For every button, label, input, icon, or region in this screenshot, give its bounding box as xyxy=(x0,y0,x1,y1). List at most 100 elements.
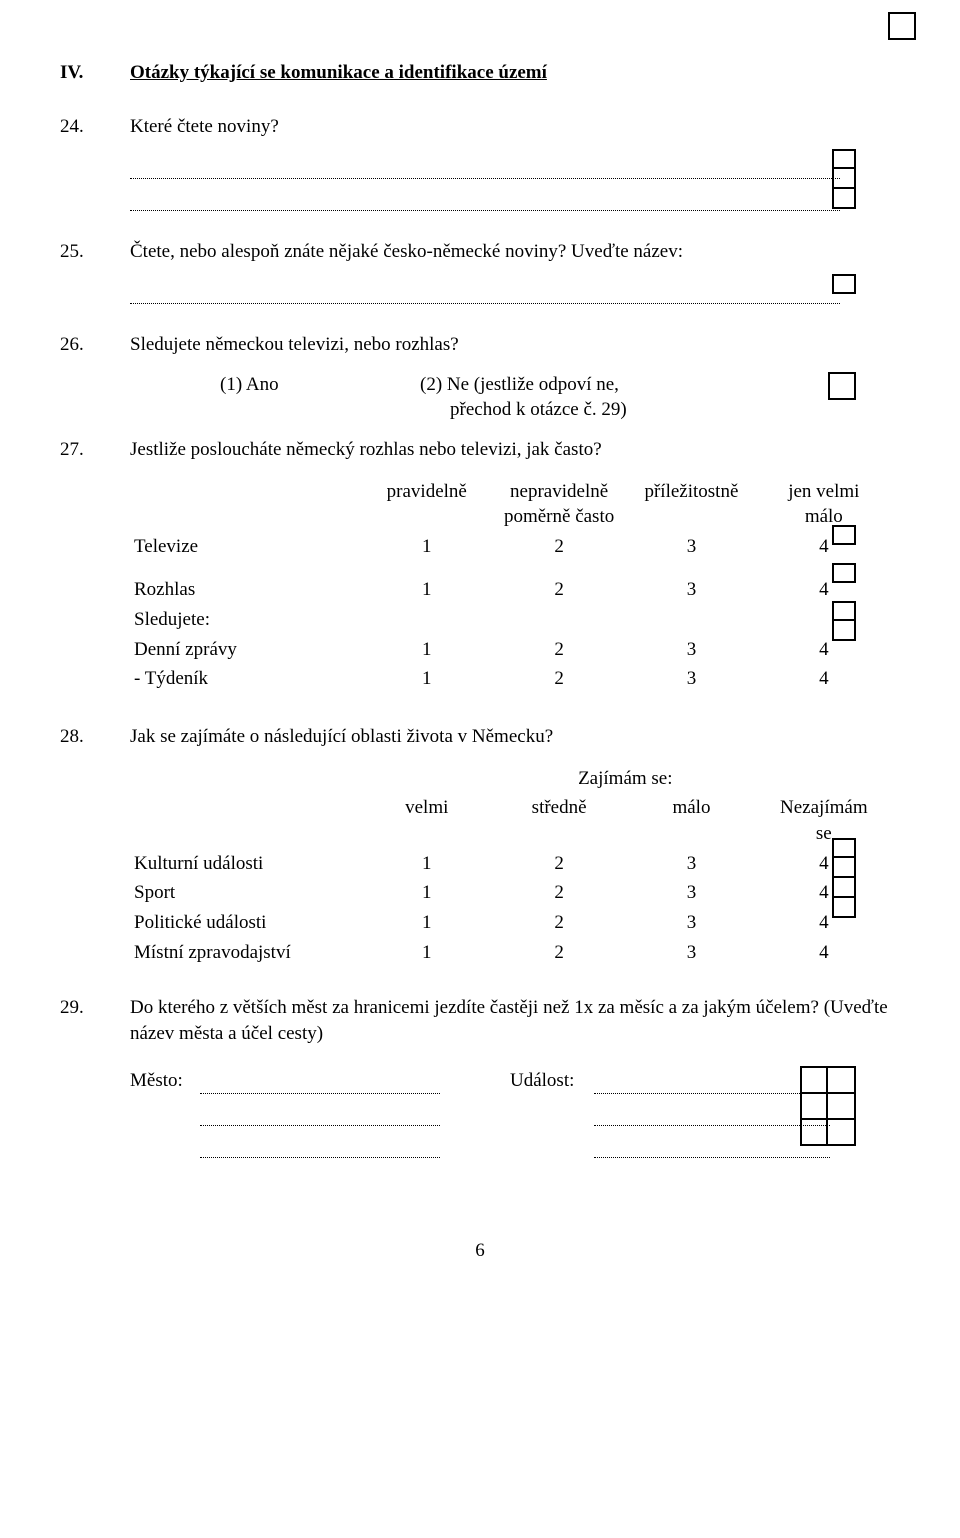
cell[interactable]: 4 xyxy=(758,532,890,562)
code-box[interactable] xyxy=(832,169,856,189)
table-row: Sledujete: xyxy=(130,605,890,635)
q24-answer-line[interactable] xyxy=(130,153,840,179)
code-box[interactable] xyxy=(888,12,916,40)
cell[interactable]: 3 xyxy=(625,908,757,938)
cell[interactable]: 3 xyxy=(625,664,757,694)
q26-opt2a: (2) Ne (jestliže odpoví ne, xyxy=(420,372,627,398)
cell[interactable]: 4 xyxy=(758,908,890,938)
cell[interactable]: 1 xyxy=(361,849,493,879)
cell[interactable]: 2 xyxy=(493,878,625,908)
q28-num: 28. xyxy=(60,724,130,750)
hdr-c2a: nepravidelně xyxy=(497,479,621,505)
hdr-c4a: jen velmi xyxy=(762,479,886,505)
q27-box-tv xyxy=(832,525,856,545)
city-line[interactable] xyxy=(200,1068,440,1094)
cell[interactable]: 4 xyxy=(758,664,890,694)
cell[interactable]: 4 xyxy=(758,849,890,879)
hdr-c1: pravidelně xyxy=(361,477,493,532)
cell[interactable]: 1 xyxy=(361,908,493,938)
cell[interactable]: 3 xyxy=(625,938,757,968)
q27-text: Jestliže posloucháte německý rozhlas neb… xyxy=(130,437,900,463)
code-box[interactable] xyxy=(800,1118,828,1146)
code-box[interactable] xyxy=(832,838,856,858)
q29-num: 29. xyxy=(60,995,130,1021)
table-row: Sport 1 2 3 4 xyxy=(130,878,890,908)
city-line[interactable] xyxy=(200,1132,440,1158)
row-label: Televize xyxy=(130,532,361,562)
section-marker: IV. xyxy=(60,60,130,86)
code-box[interactable] xyxy=(800,1066,828,1094)
q26-text: Sledujete německou televizi, nebo rozhla… xyxy=(130,332,900,358)
q25-answer-line[interactable] xyxy=(130,278,840,304)
event-line[interactable] xyxy=(594,1068,830,1094)
table-row: Denní zprávy 1 2 3 4 xyxy=(130,635,890,665)
code-box[interactable] xyxy=(832,563,856,583)
q26-opt1[interactable]: (1) Ano xyxy=(220,372,420,398)
code-box[interactable] xyxy=(800,1092,828,1120)
cell[interactable]: 1 xyxy=(361,878,493,908)
event-label: Událost: xyxy=(510,1068,594,1094)
q26-opt2[interactable]: (2) Ne (jestliže odpoví ne, přechod k ot… xyxy=(420,372,627,423)
cell[interactable]: 3 xyxy=(625,575,757,605)
row-label: - Týdeník xyxy=(130,664,361,694)
cell[interactable]: 4 xyxy=(758,938,890,968)
hdr-c4b: se xyxy=(762,821,886,847)
row-label: Sport xyxy=(130,878,361,908)
code-box[interactable] xyxy=(832,878,856,898)
cell[interactable]: 1 xyxy=(361,664,493,694)
cell[interactable]: 1 xyxy=(361,635,493,665)
cell[interactable]: 2 xyxy=(493,664,625,694)
cell[interactable]: 3 xyxy=(625,849,757,879)
cell[interactable]: 4 xyxy=(758,635,890,665)
cell[interactable]: 2 xyxy=(493,938,625,968)
hdr-c4: jen velmi málo xyxy=(758,477,890,532)
row-label: Kulturní události xyxy=(130,849,361,879)
hdr-c4: Nezajímám se xyxy=(758,793,890,848)
table-row: Rozhlas 1 2 3 4 xyxy=(130,575,890,605)
city-line[interactable] xyxy=(200,1100,440,1126)
q27: 27. Jestliže posloucháte německý rozhlas… xyxy=(60,437,900,463)
hdr-c4b: málo xyxy=(762,504,886,530)
cell[interactable]: 3 xyxy=(625,532,757,562)
q28-table: Zajímám se: velmi středně málo Nezajímám… xyxy=(130,764,890,967)
q26-box xyxy=(828,372,856,400)
q24-text: Které čtete noviny? xyxy=(130,114,900,140)
q24-answer-line[interactable] xyxy=(130,185,840,211)
code-box[interactable] xyxy=(828,372,856,400)
event-line[interactable] xyxy=(594,1132,830,1158)
cell[interactable]: 2 xyxy=(493,532,625,562)
code-box[interactable] xyxy=(828,1066,856,1094)
cell[interactable]: 1 xyxy=(361,575,493,605)
cell[interactable]: 2 xyxy=(493,849,625,879)
code-box[interactable] xyxy=(828,1092,856,1120)
cell[interactable]: 3 xyxy=(625,635,757,665)
q25: 25. Čtete, nebo alespoň znáte nějaké čes… xyxy=(60,239,900,265)
cell[interactable]: 4 xyxy=(758,575,890,605)
q25-text: Čtete, nebo alespoň znáte nějaké česko-n… xyxy=(130,239,900,265)
code-box[interactable] xyxy=(832,898,856,918)
code-box[interactable] xyxy=(832,525,856,545)
cell[interactable]: 2 xyxy=(493,635,625,665)
event-line[interactable] xyxy=(594,1100,830,1126)
city-label: Město: xyxy=(130,1068,200,1094)
super-header: Zajímám se: xyxy=(493,764,758,794)
code-box[interactable] xyxy=(832,858,856,878)
q26-options: (1) Ano (2) Ne (jestliže odpoví ne, přec… xyxy=(220,372,900,423)
code-box[interactable] xyxy=(832,274,856,294)
hdr-c2b: poměrně často xyxy=(497,504,621,530)
code-box[interactable] xyxy=(832,601,856,621)
row-label: Rozhlas xyxy=(130,575,361,605)
row-label: Denní zprávy xyxy=(130,635,361,665)
cell[interactable]: 1 xyxy=(361,532,493,562)
cell[interactable]: 2 xyxy=(493,908,625,938)
code-box[interactable] xyxy=(832,189,856,209)
cell[interactable]: 4 xyxy=(758,878,890,908)
cell[interactable]: 1 xyxy=(361,938,493,968)
q24: 24. Které čtete noviny? xyxy=(60,114,900,140)
code-box[interactable] xyxy=(832,149,856,169)
cell[interactable]: 2 xyxy=(493,575,625,605)
q24-num: 24. xyxy=(60,114,130,140)
code-box[interactable] xyxy=(828,1118,856,1146)
code-box[interactable] xyxy=(832,621,856,641)
cell[interactable]: 3 xyxy=(625,878,757,908)
